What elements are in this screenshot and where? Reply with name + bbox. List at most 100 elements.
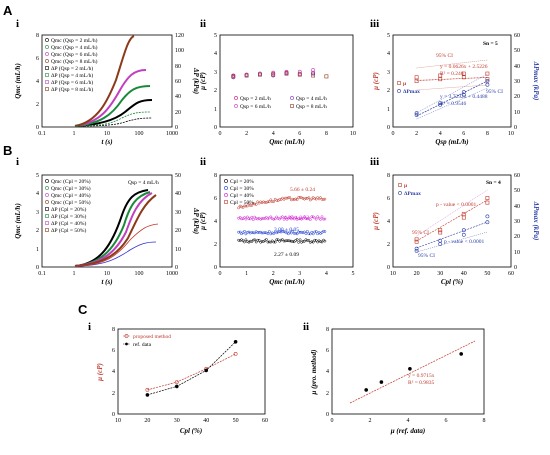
- x-axis-label: μ (ref. data): [390, 427, 425, 435]
- data-point: [281, 229, 284, 233]
- data-point: [408, 366, 412, 371]
- data-point: [251, 238, 255, 242]
- data-point: [145, 393, 150, 397]
- legend-marker: [397, 89, 401, 93]
- x-tick: 6: [298, 131, 301, 137]
- data-point: [319, 196, 322, 200]
- ci-upper-dp: [416, 73, 488, 114]
- x-axis-label: Cpl (%): [441, 278, 463, 286]
- y2-tick: 50: [175, 173, 181, 179]
- x-tick: 1: [73, 271, 76, 277]
- x-tick: 40: [203, 418, 209, 424]
- legend-marker: [234, 104, 238, 108]
- data-point: [297, 196, 300, 199]
- data-point: [311, 68, 316, 72]
- data-point: [319, 240, 322, 243]
- data-point: [270, 200, 274, 204]
- data-point: [300, 230, 303, 234]
- legend: Cpl = 20% Cpl = 30% Cpl = 40% Cpl = 50%: [224, 179, 254, 206]
- legend-marker: [45, 52, 49, 56]
- x-tick: 10: [350, 131, 356, 137]
- data-point: [485, 220, 490, 225]
- mean-label-30: 3.00 ± 0.05: [274, 227, 299, 233]
- x-tick: 3: [298, 271, 301, 277]
- legend: μ ΔPmax: [398, 183, 421, 197]
- legend-marker: [125, 342, 128, 346]
- flow-rate-tag: Qsp = 4 mL/h: [128, 180, 159, 186]
- y2-tick: 0: [514, 265, 517, 271]
- subpanel-a-i: i: [16, 18, 19, 30]
- x-tick: 100: [135, 131, 144, 137]
- data-point: [251, 218, 255, 221]
- y-tick-labels: 0 2 4 6 8: [214, 173, 217, 271]
- x-tick: 8: [483, 418, 486, 424]
- y2-tick: 40: [175, 94, 181, 100]
- data-point: [250, 240, 254, 243]
- x-tick: 0.1: [38, 271, 46, 277]
- data-point: [322, 229, 325, 233]
- y-tick: 3: [36, 210, 39, 216]
- data-point: [267, 200, 271, 204]
- data-point: [267, 240, 271, 244]
- legend-marker: [224, 186, 228, 190]
- data-point: [485, 200, 490, 205]
- legend-marker: [398, 183, 402, 187]
- x-tick: 4: [272, 131, 275, 137]
- series-line: [147, 341, 236, 396]
- data-point: [271, 72, 276, 77]
- data-point: [260, 231, 264, 235]
- y2-tick-labels: 0 20 40 60 80 100 120: [175, 33, 184, 131]
- legend-marker: [45, 87, 49, 91]
- data-point: [485, 214, 490, 219]
- data-point: [323, 217, 327, 221]
- data-point: [485, 82, 490, 87]
- data-point: [289, 231, 293, 235]
- y2-tick: 20: [514, 234, 520, 240]
- y-axis-label: μ (cP): [199, 212, 207, 231]
- data-point: [314, 197, 318, 201]
- legend-entry: Qmc (Qsp = 4 mL/h): [51, 44, 98, 51]
- data-point: [288, 239, 292, 243]
- data-point: [314, 230, 318, 233]
- panel-b-i: 0.1 1 10 100 1000 0 1 2 3 4 5 0 10 20 30…: [14, 173, 200, 286]
- y-axis-label: μ (cP): [372, 212, 380, 231]
- data-point: [323, 239, 327, 243]
- data-point: [311, 232, 315, 236]
- x-tick: 2: [369, 418, 372, 424]
- legend-entry: Qmc (Cpl = 40%): [51, 192, 91, 199]
- legend-marker: [45, 228, 49, 232]
- data-point: [291, 197, 295, 201]
- data-point: [438, 230, 443, 235]
- data-point: [257, 238, 261, 242]
- data-point: [250, 204, 254, 207]
- data-point: [379, 380, 384, 384]
- data-point: [281, 215, 284, 219]
- data-point: [317, 239, 321, 243]
- data-point: [272, 240, 276, 244]
- data-point: [310, 230, 314, 234]
- data-point: [276, 238, 280, 242]
- data-point: [267, 230, 271, 233]
- series-line: [147, 353, 236, 391]
- ci-lower-mu: [416, 84, 488, 91]
- data-point: [303, 197, 306, 201]
- x-tick: 10: [104, 271, 110, 277]
- data-point: [289, 198, 293, 202]
- data-point: [324, 74, 329, 79]
- legend-entry: ΔP (Qsp = 2 mL/h): [51, 65, 93, 72]
- y2-axis-label: ΔPmax (kPa): [532, 61, 540, 101]
- data-point: [262, 216, 265, 220]
- data-point: [237, 238, 240, 242]
- x-tick: 20: [144, 418, 150, 424]
- data-point: [485, 71, 490, 76]
- x-tick: 20: [414, 271, 420, 277]
- y-axis-label: Qmc (mL/h): [14, 63, 22, 99]
- data-point: [265, 216, 268, 219]
- y-tick: 4: [36, 79, 39, 85]
- legend-entry: ΔP (Cpl = 20%): [51, 206, 86, 213]
- data-point: [316, 232, 319, 236]
- x-tick: 2: [245, 131, 248, 137]
- data-point: [269, 215, 273, 219]
- y-tick: 0: [387, 265, 390, 271]
- data-point: [297, 230, 300, 234]
